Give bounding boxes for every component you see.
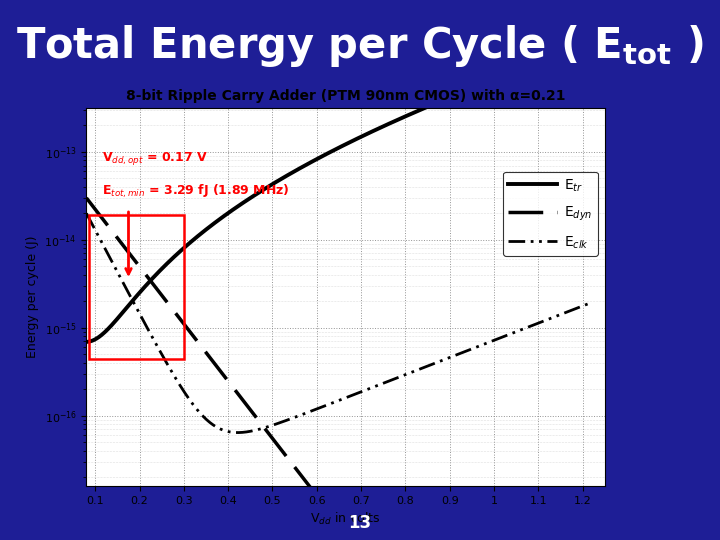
- E$_{clk}$: [390, 376, 398, 382]
- Text: E$_{tot,min}$ = 3.29 fJ (1.89 MHz): E$_{tot,min}$ = 3.29 fJ (1.89 MHz): [102, 183, 289, 200]
- E$_{clk}$: [233, 429, 242, 436]
- E$_{tr}$: [82, 339, 91, 345]
- Title: 8-bit Ripple Carry Adder (PTM 90nm CMOS) with α=0.21: 8-bit Ripple Carry Adder (PTM 90nm CMOS)…: [126, 89, 565, 103]
- E$_{tr}$: [588, 41, 596, 48]
- E$_{tr}$: [517, 66, 526, 72]
- Line: E$_{dyn}$: E$_{dyn}$: [86, 198, 592, 540]
- Line: E$_{clk}$: E$_{clk}$: [86, 213, 592, 433]
- E$_{clk}$: [588, 299, 596, 306]
- E$_{clk}$: [376, 381, 384, 388]
- E$_{clk}$: [466, 346, 474, 353]
- Line: E$_{tr}$: E$_{tr}$: [86, 44, 592, 342]
- E$_{dyn}$: [113, 235, 122, 241]
- X-axis label: V$_{dd}$ in volts: V$_{dd}$ in volts: [310, 511, 381, 528]
- E$_{tr}$: [375, 125, 384, 131]
- E$_{tr}$: [404, 112, 413, 118]
- E$_{clk}$: [405, 370, 413, 376]
- Bar: [89, 215, 184, 359]
- E$_{clk}$: [113, 269, 122, 275]
- Text: Total Energy per Cycle ( E$_{\mathbf{tot}}$ ): Total Energy per Cycle ( E$_{\mathbf{tot…: [16, 23, 704, 69]
- E$_{dyn}$: [82, 195, 91, 201]
- E$_{tr}$: [389, 119, 397, 125]
- Y-axis label: Energy per cycle (J): Energy per cycle (J): [26, 236, 39, 358]
- E$_{clk}$: [82, 210, 91, 217]
- Text: 13: 13: [348, 514, 372, 532]
- Text: V$_{dd,opt}$ = 0.17 V: V$_{dd,opt}$ = 0.17 V: [102, 150, 208, 167]
- E$_{clk}$: [518, 326, 526, 333]
- Legend: E$_{tr}$, E$_{dyn}$, E$_{clk}$: E$_{tr}$, E$_{dyn}$, E$_{clk}$: [503, 172, 598, 256]
- E$_{tr}$: [465, 86, 474, 93]
- E$_{tr}$: [113, 315, 122, 322]
